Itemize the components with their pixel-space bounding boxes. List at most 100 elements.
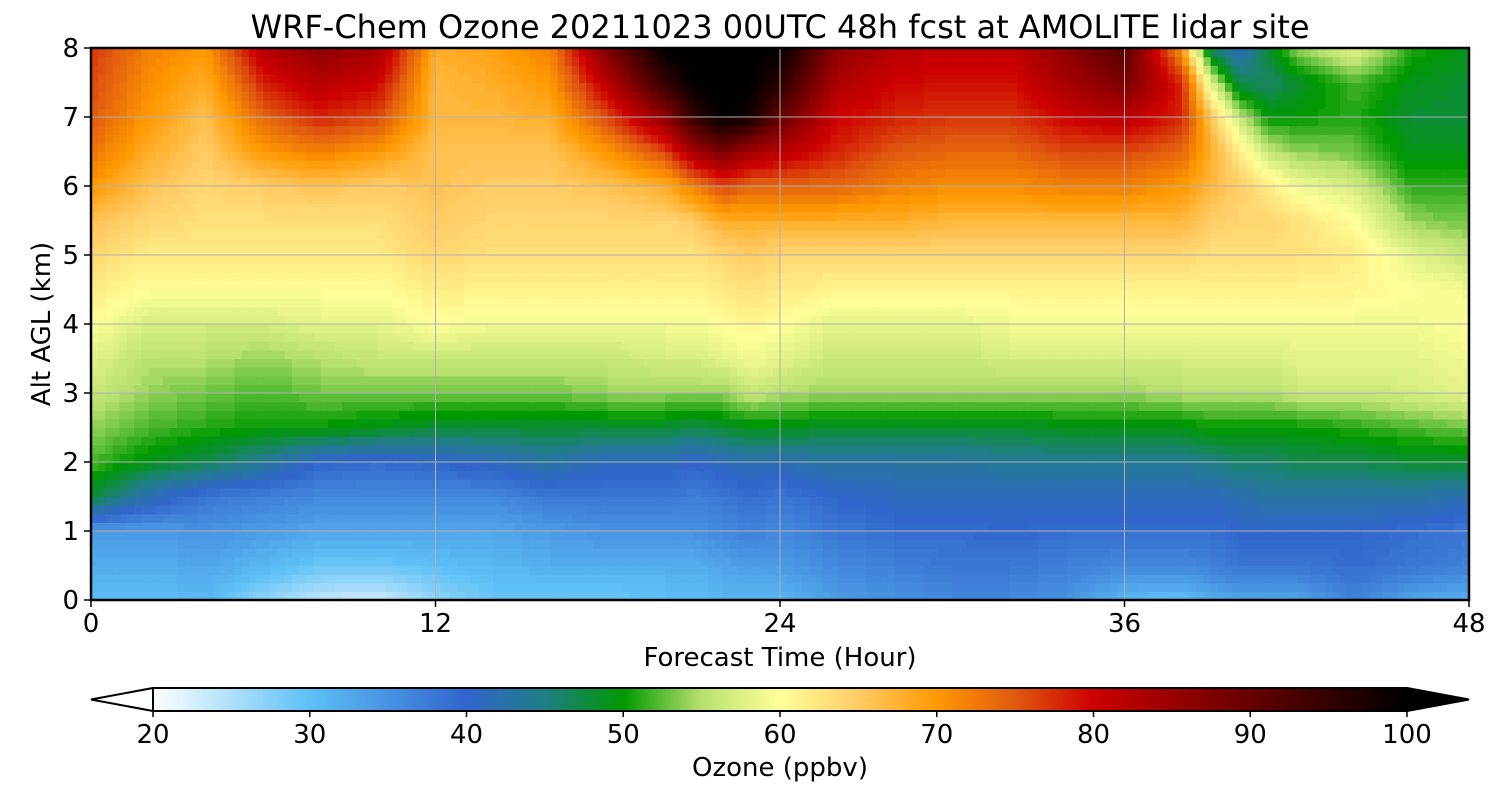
heatmap-cell [464,134,472,144]
heatmap-cell [457,186,465,196]
heatmap-cell [198,306,207,316]
heatmap-cell [270,48,279,58]
heatmap-cell [622,324,630,334]
heatmap-cell [198,427,207,437]
heatmap-cell [241,358,250,368]
heatmap-cell [277,134,286,144]
heatmap-cell [220,565,228,575]
heatmap-cell [349,358,358,368]
heatmap-cell [614,186,623,196]
heatmap-cell [622,462,630,472]
heatmap-cell [313,470,322,480]
heatmap-cell [607,384,616,394]
heatmap-cell [191,298,200,308]
heatmap-cell [220,151,228,161]
heatmap-cell [320,280,329,291]
heatmap-cell [421,375,429,385]
heatmap-cell [471,168,480,178]
heatmap-cell [313,48,322,58]
heatmap-cell [406,117,415,127]
heatmap-cell [313,246,322,256]
heatmap-cell [284,298,293,308]
heatmap-cell [550,479,559,489]
heatmap-cell [428,194,437,204]
heatmap-cell [112,315,121,325]
heatmap-cell [299,582,307,592]
heatmap-cell [134,332,142,342]
heatmap-cell [557,531,566,541]
heatmap-cell [320,177,329,187]
heatmap-cell [464,410,472,420]
heatmap-cell [492,194,501,204]
heatmap-cell [248,306,257,316]
heatmap-cell [485,556,494,567]
heatmap-cell [557,298,566,308]
heatmap-cell [141,203,150,213]
heatmap-cell [535,470,544,480]
heatmap-cell [442,522,451,532]
heatmap-cell [248,453,257,463]
heatmap-cell [335,522,343,532]
heatmap-cell [492,470,501,480]
heatmap-cell [528,582,537,592]
heatmap-cell [299,591,307,600]
heatmap-cell [392,91,401,101]
heatmap-cell [535,108,544,118]
heatmap-cell [464,91,472,101]
heatmap-cell [421,548,429,558]
heatmap-cell [119,375,128,385]
heatmap-cell [256,410,264,420]
heatmap-cell [571,160,580,170]
heatmap-cell [643,272,652,282]
heatmap-cell [335,582,343,592]
heatmap-cell [514,177,523,187]
heatmap-cell [471,65,480,75]
heatmap-cell [464,324,472,334]
heatmap-cell [205,444,214,454]
heatmap-cell [320,289,329,299]
heatmap-cell [155,272,164,282]
heatmap-cell [421,531,429,541]
heatmap-cell [428,65,437,75]
heatmap-cell [98,513,106,523]
heatmap-cell [320,160,329,170]
heatmap-cell [413,565,422,575]
heatmap-cell [435,220,444,230]
heatmap-cell [263,91,272,101]
heatmap-cell [406,220,415,230]
heatmap-cell [162,505,171,515]
heatmap-cell [399,531,408,541]
heatmap-cell [220,358,228,368]
heatmap-cell [528,531,537,541]
heatmap-cell [413,479,422,489]
heatmap-cell [291,82,300,92]
heatmap-cell [205,125,214,135]
heatmap-cell [220,427,228,437]
heatmap-cell [220,211,228,222]
heatmap-cell [550,315,559,325]
heatmap-cell [277,125,286,135]
heatmap-cell [622,582,630,592]
heatmap-cell [234,496,243,506]
heatmap-cell [349,367,358,377]
heatmap-cell [457,168,465,178]
heatmap-cell [413,142,422,153]
heatmap-cell [629,470,638,480]
heatmap-cell [256,462,264,472]
heatmap-cell [442,134,451,144]
heatmap-cell [291,591,300,600]
heatmap-cell [471,384,480,394]
heatmap-cell [91,427,99,437]
heatmap-cell [184,496,193,506]
heatmap-cell [571,462,580,472]
heatmap-cell [155,548,164,558]
heatmap-cell [600,470,609,480]
heatmap-cell [213,393,221,403]
heatmap-cell [284,367,293,377]
heatmap-cell [313,505,322,515]
heatmap-cell [500,375,508,385]
heatmap-cell [507,436,516,446]
heatmap-cell [363,556,372,567]
heatmap-cell [277,160,286,170]
heatmap-cell [629,410,638,420]
